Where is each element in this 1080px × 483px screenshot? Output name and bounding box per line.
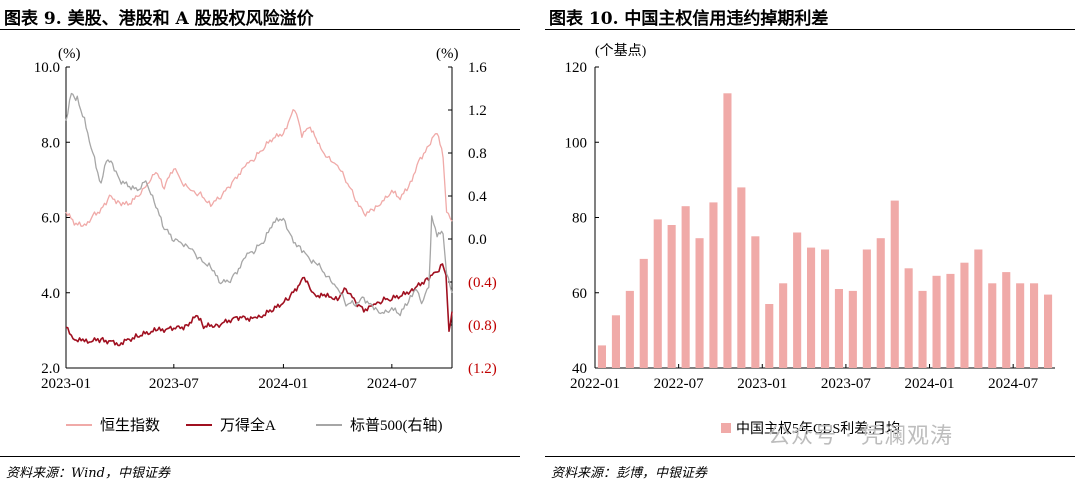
right-bar-chart: 120 100 80 60 40 (个基点) 2022-01 2022-07 2023-01 20… bbox=[565, 42, 1055, 437]
legend-label-2: 标普500(右轴) bbox=[350, 417, 443, 434]
right-chart-title: 图表 10. 中国主权信用违约掉期利差 bbox=[549, 9, 829, 29]
right-y-tick-label: (1.2) bbox=[468, 361, 497, 377]
left-y-tick-label: 6.0 bbox=[41, 211, 60, 227]
bar bbox=[653, 219, 662, 368]
legend-label: 中国主权5年CDS利差:月均 bbox=[736, 421, 900, 437]
left-source-note: 资料来源：Wind，中银证券 bbox=[6, 466, 170, 481]
series-line-2 bbox=[65, 92, 453, 317]
series-line-0 bbox=[65, 109, 453, 227]
left-title-rule bbox=[0, 29, 520, 30]
left-line-chart: 10.0 8.0 6.0 4.0 2.0 (%) 1.6 1.2 0.8 0.4 0.0 (0.4) (… bbox=[34, 46, 497, 434]
right-y-tick-label: 1.6 bbox=[468, 60, 487, 76]
bar bbox=[807, 247, 816, 368]
y-tick-label: 120 bbox=[565, 60, 588, 76]
bar bbox=[723, 93, 732, 369]
bar bbox=[834, 289, 843, 368]
bar bbox=[918, 290, 927, 368]
left-y-tick-label: 2.0 bbox=[41, 361, 60, 377]
legend-label-0: 恒生指数 bbox=[100, 417, 160, 434]
bar bbox=[793, 232, 802, 368]
left-y-tick-label: 8.0 bbox=[41, 135, 60, 151]
right-title-rule bbox=[545, 29, 1075, 30]
right-y-tick-label: 0.8 bbox=[468, 146, 487, 162]
bar bbox=[1002, 272, 1011, 368]
right-source-note: 资料来源：彭博，中银证券 bbox=[551, 466, 708, 481]
x-tick-label: 2023-01 bbox=[737, 376, 787, 392]
x-tick-label: 2024-07 bbox=[988, 376, 1038, 392]
series-line-1 bbox=[65, 263, 453, 347]
legend-swatch bbox=[721, 423, 731, 433]
bar bbox=[988, 283, 997, 368]
bar bbox=[1044, 294, 1053, 368]
bar bbox=[946, 273, 955, 368]
y-unit-label: (个基点) bbox=[595, 42, 647, 59]
x-tick-label: 2022-01 bbox=[570, 376, 620, 392]
right-y-tick-label: 1.2 bbox=[468, 103, 487, 119]
left-footer-rule bbox=[0, 456, 520, 457]
bar bbox=[960, 262, 969, 368]
bar bbox=[611, 315, 620, 368]
right-footer-rule bbox=[545, 456, 1075, 457]
x-tick-label: 2024-01 bbox=[258, 376, 308, 392]
bar bbox=[681, 206, 690, 368]
bar bbox=[639, 258, 648, 368]
bar bbox=[765, 304, 774, 368]
right-chart-panel: 图表 10. 中国主权信用违约掉期利差 120 100 80 60 40 (个基点) 202… bbox=[545, 0, 1080, 483]
bar bbox=[667, 225, 676, 368]
x-tick-label: 2024-07 bbox=[367, 376, 417, 392]
bar bbox=[737, 187, 746, 368]
right-y-tick-label: (0.8) bbox=[468, 318, 497, 334]
x-tick-label: 2023-07 bbox=[149, 376, 199, 392]
bar bbox=[862, 249, 871, 368]
bar bbox=[821, 249, 830, 368]
y-tick-label: 100 bbox=[565, 135, 588, 151]
bar bbox=[695, 238, 704, 368]
left-y-tick-label: 4.0 bbox=[41, 286, 60, 302]
bar bbox=[597, 345, 606, 368]
watermark-text: 公众号 · 凭澜观涛 bbox=[768, 424, 953, 449]
left-chart-panel: 图表 9. 美股、港股和 A 股股权风险溢价 10.0 8.0 6.0 4.0 2.0 (… bbox=[0, 0, 527, 483]
right-y-tick-label: 0.0 bbox=[468, 232, 487, 248]
x-tick-label: 2024-01 bbox=[905, 376, 955, 392]
x-tick-label: 2023-01 bbox=[41, 376, 91, 392]
bar bbox=[709, 202, 718, 368]
bar bbox=[876, 238, 885, 368]
bar bbox=[779, 283, 788, 368]
bar bbox=[974, 249, 983, 368]
x-tick-label: 2023-07 bbox=[821, 376, 871, 392]
bar bbox=[1030, 283, 1039, 368]
y-tick-label: 80 bbox=[572, 211, 587, 227]
right-y-tick-label: (0.4) bbox=[468, 275, 497, 291]
right-y-tick-label: 0.4 bbox=[468, 189, 487, 205]
bar bbox=[751, 236, 760, 368]
x-tick-label: 2022-07 bbox=[654, 376, 704, 392]
right-y-unit-label: (%) bbox=[436, 46, 459, 62]
y-tick-label: 60 bbox=[572, 286, 587, 302]
left-chart-title: 图表 9. 美股、港股和 A 股股权风险溢价 bbox=[4, 9, 314, 29]
y-tick-label: 40 bbox=[572, 361, 587, 377]
bar bbox=[1016, 283, 1025, 368]
bar bbox=[625, 290, 634, 368]
left-y-unit-label: (%) bbox=[58, 46, 81, 62]
legend-label-1: 万得全A bbox=[220, 416, 276, 434]
bar bbox=[848, 290, 857, 368]
left-y-tick-label: 10.0 bbox=[34, 60, 60, 76]
bar bbox=[890, 200, 899, 368]
bar bbox=[904, 268, 913, 368]
bar bbox=[932, 275, 941, 368]
